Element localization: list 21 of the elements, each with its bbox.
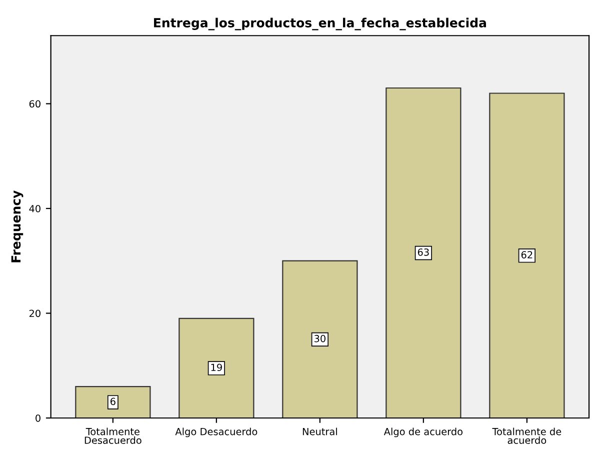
y-axis-title: Frequency <box>11 190 24 262</box>
data-label: 63 <box>418 248 429 256</box>
bar <box>75 386 151 418</box>
bar <box>489 92 565 418</box>
y-tick-label: 0 <box>36 414 40 422</box>
data-label: 30 <box>314 334 326 342</box>
bar <box>282 260 358 418</box>
x-tick-label: Algo Desacuerdo <box>175 428 258 438</box>
bar <box>386 87 462 418</box>
bar <box>178 318 254 418</box>
y-tick-label: 20 <box>29 310 40 318</box>
x-tick-label: Totalmente Desacuerdo <box>84 428 142 444</box>
y-tick-label: 60 <box>29 100 40 108</box>
data-label: 19 <box>211 364 222 372</box>
x-tick-label: Neutral <box>302 428 337 436</box>
x-tick-label: Totalmente de acuerdo <box>492 428 562 444</box>
x-tick-label: Algo de acuerdo <box>384 428 462 438</box>
data-label: 6 <box>110 398 116 406</box>
y-tick-label: 40 <box>29 204 40 212</box>
data-label: 62 <box>521 251 532 258</box>
chart-title: Entrega_los_productos_en_la_fecha_establecida <box>154 18 486 30</box>
